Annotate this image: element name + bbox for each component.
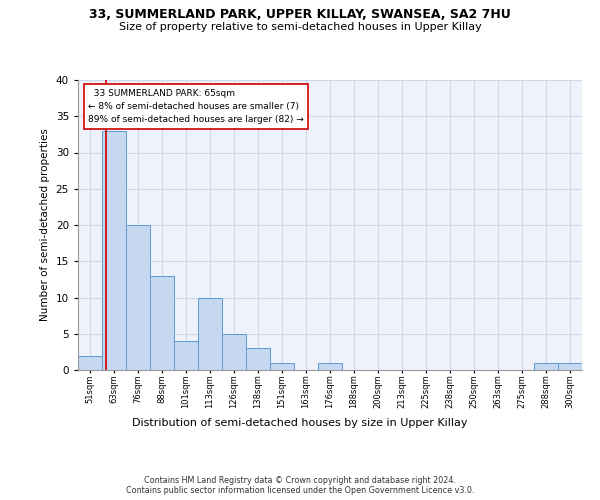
Bar: [534, 363, 558, 370]
Text: Contains HM Land Registry data © Crown copyright and database right 2024.
Contai: Contains HM Land Registry data © Crown c…: [126, 476, 474, 495]
Text: 33, SUMMERLAND PARK, UPPER KILLAY, SWANSEA, SA2 7HU: 33, SUMMERLAND PARK, UPPER KILLAY, SWANS…: [89, 8, 511, 20]
Bar: [150, 276, 174, 370]
Y-axis label: Number of semi-detached properties: Number of semi-detached properties: [40, 128, 50, 322]
Bar: [270, 363, 294, 370]
Bar: [126, 225, 150, 370]
Bar: [222, 334, 246, 370]
Bar: [102, 130, 126, 370]
Bar: [78, 356, 102, 370]
Bar: [558, 363, 582, 370]
Bar: [318, 363, 342, 370]
Bar: [246, 348, 270, 370]
Text: Distribution of semi-detached houses by size in Upper Killay: Distribution of semi-detached houses by …: [132, 418, 468, 428]
Text: Size of property relative to semi-detached houses in Upper Killay: Size of property relative to semi-detach…: [119, 22, 481, 32]
Bar: [174, 341, 198, 370]
Text: 33 SUMMERLAND PARK: 65sqm
← 8% of semi-detached houses are smaller (7)
89% of se: 33 SUMMERLAND PARK: 65sqm ← 8% of semi-d…: [88, 88, 304, 124]
Bar: [198, 298, 222, 370]
